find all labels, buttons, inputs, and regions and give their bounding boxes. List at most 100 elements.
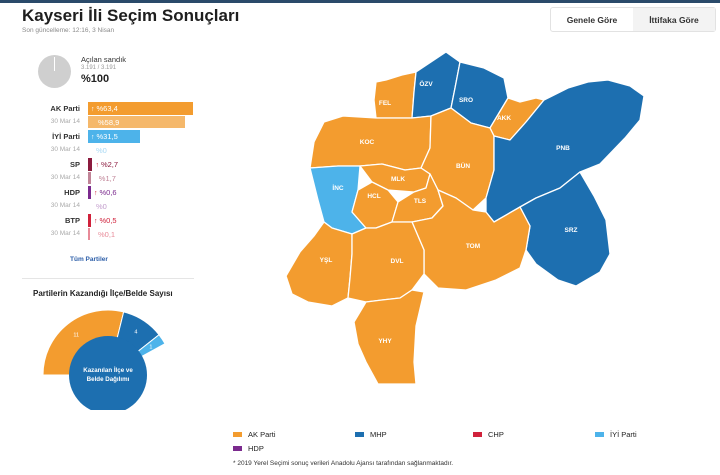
legend-swatch [355, 431, 364, 437]
district-label: SRZ [565, 227, 578, 234]
party-bar [88, 186, 91, 199]
party-value: ↑ %31,5 [91, 132, 118, 141]
previous-value: %0 [96, 146, 107, 155]
party-bar [88, 130, 140, 143]
party-name: BTP [65, 216, 80, 225]
donut-center[interactable] [69, 336, 147, 410]
previous-election-label: 30 Mar 14 [50, 174, 80, 181]
top-accent-line [0, 0, 720, 3]
legend-label: AK Parti [248, 429, 276, 439]
trend-up-icon: ↑ [91, 106, 95, 113]
legend-label: CHP [488, 429, 504, 439]
ballot-percent: %100 [81, 73, 110, 85]
district-label: YHY [378, 338, 392, 345]
donut-center-line1: Kazanılan İlçe ve [83, 367, 133, 374]
page-title: Kayseri İli Seçim Sonuçları [22, 6, 240, 25]
legend-swatch [233, 445, 242, 451]
previous-election-label: 30 Mar 14 [50, 202, 80, 209]
district-label: PNB [556, 145, 570, 152]
district-label: YŞL [320, 257, 333, 264]
view-tabs: Genele Göre İttifaka Göre [550, 7, 716, 32]
donut-segment-count: 1 [149, 345, 152, 351]
tab-general[interactable]: Genele Göre [566, 14, 618, 25]
legend-label: MHP [370, 429, 387, 439]
district-label: KOC [360, 139, 375, 146]
legend-item: MHP [355, 428, 387, 440]
previous-election-label: 30 Mar 14 [50, 146, 80, 153]
party-value: ↑ %2,7 [95, 160, 118, 169]
district-label: BÜN [456, 161, 470, 170]
trend-up-icon: ↑ [95, 162, 99, 169]
district-label: HCL [367, 193, 380, 200]
section-divider [22, 278, 194, 279]
previous-election-label: 30 Mar 14 [50, 230, 80, 237]
party-bar [88, 102, 193, 115]
previous-bar [88, 228, 90, 240]
legend-swatch [595, 431, 604, 437]
party-row-previous: 30 Mar 14 %0 [0, 144, 200, 157]
district-label: AKK [497, 115, 511, 122]
party-row-previous: 30 Mar 14 %58,9 [0, 116, 200, 129]
district-srz[interactable] [519, 171, 611, 287]
party-value: ↑ %0,5 [94, 216, 117, 225]
trend-up-icon: ↑ [91, 134, 95, 141]
party-row: BTP ↑ %0,5 [0, 214, 200, 227]
district-label: TLS [414, 198, 427, 205]
district-label: SRO [459, 97, 473, 104]
party-value-text: %2,7 [100, 160, 119, 169]
legend-label: HDP [248, 443, 264, 453]
last-updated-text: Son güncelleme: 12:16, 3 Nisan [22, 27, 115, 34]
legend-item: İYİ Parti [595, 428, 637, 440]
kayseri-district-map: FEL ÖZV SRO AKK KOC BÜN PNB İNC MLK HCL TLS SRZ TOM Y… [285, 51, 645, 385]
party-bar [88, 214, 91, 227]
district-label: ÖZV [419, 79, 433, 88]
all-parties-link[interactable]: Tüm Partiler [70, 256, 108, 263]
legend-item: AK Parti [233, 428, 276, 440]
footnote: * 2019 Yerel Seçimi sonuç verileri Anado… [233, 460, 454, 467]
district-label: TOM [466, 243, 480, 250]
legend-swatch [233, 431, 242, 437]
party-name: HDP [64, 188, 80, 197]
tab-alliance[interactable]: İttifaka Göre [633, 8, 715, 31]
party-row: SP ↑ %2,7 [0, 158, 200, 171]
legend-swatch [473, 431, 482, 437]
district-yhy[interactable] [353, 289, 425, 385]
previous-value: %0,1 [98, 230, 116, 239]
legend-item: HDP [233, 442, 264, 454]
district-label: İNC [332, 184, 344, 192]
party-row-previous: 30 Mar 14 %0,1 [0, 228, 200, 241]
ballot-count: 3.191 / 3.191 [81, 65, 117, 71]
donut-segment-count: 4 [134, 330, 137, 336]
donut-title: Partilerin Kazandığı İlçe/Belde Sayısı [33, 289, 173, 298]
party-value-text: %0,5 [99, 216, 117, 225]
party-value-text: %0,6 [99, 188, 117, 197]
previous-value: %0 [96, 202, 107, 211]
party-name: AK Parti [50, 104, 80, 113]
donut-segment-count: 11 [73, 332, 79, 338]
district-fel[interactable] [373, 71, 417, 119]
party-value: ↑ %63,4 [91, 104, 118, 113]
donut-center-line2: Belde Dağılımı [87, 376, 130, 383]
previous-election-label: 30 Mar 14 [50, 118, 80, 125]
party-name: SP [69, 160, 80, 169]
party-row: İYİ Parti ↑ %31,5 [0, 130, 200, 143]
legend-label: İYİ Parti [610, 429, 637, 439]
party-value: ↑ %0,6 [94, 188, 117, 197]
party-name: İYİ Parti [52, 132, 80, 141]
previous-bar [88, 116, 186, 128]
trend-up-icon: ↑ [94, 218, 98, 225]
party-value-text: %63,4 [96, 104, 118, 113]
district-label: MLK [391, 176, 405, 183]
previous-value: %58,9 [98, 118, 120, 127]
district-ysl[interactable] [285, 221, 353, 307]
party-row-previous: 30 Mar 14 %0 [0, 200, 200, 213]
party-bar [88, 158, 93, 171]
district-count-donut: 11 4 1 Kazanılan İlçe ve Belde Dağılımı [42, 309, 166, 410]
party-row-previous: 30 Mar 14 %1,7 [0, 172, 200, 185]
previous-bar [88, 172, 91, 184]
party-row: HDP ↑ %0,6 [0, 186, 200, 199]
legend-item: CHP [473, 428, 504, 440]
district-label: FEL [379, 100, 391, 107]
party-row: AK Parti ↑ %63,4 [0, 102, 200, 115]
ballot-pie-icon [38, 55, 71, 88]
